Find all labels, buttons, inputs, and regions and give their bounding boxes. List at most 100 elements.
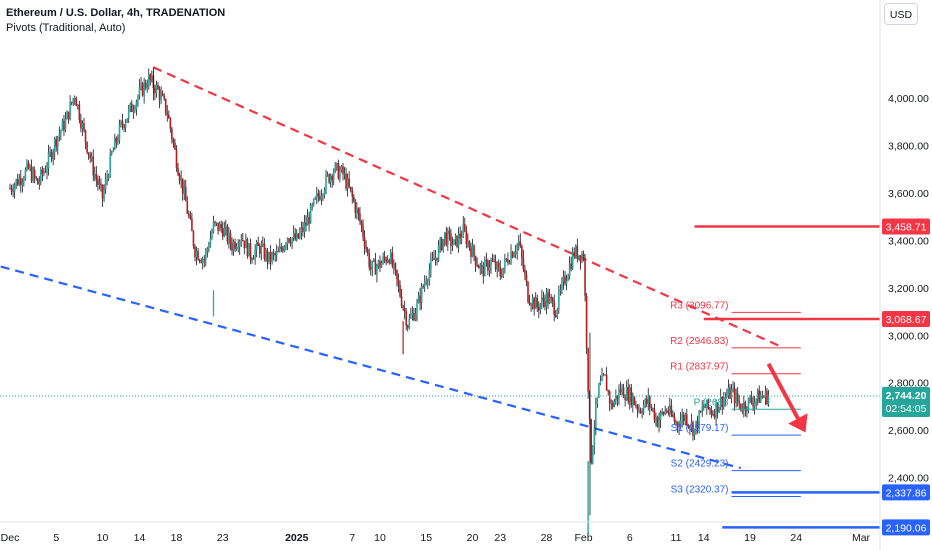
candle-body [667, 410, 670, 413]
candle-body [169, 118, 172, 129]
candle-body [599, 380, 602, 385]
candle-body [499, 267, 502, 276]
candle-body [64, 119, 67, 131]
candle-body [114, 137, 116, 150]
candle-body [231, 243, 233, 251]
candle-body [621, 387, 623, 393]
candle-body [693, 428, 696, 436]
candle-body [382, 256, 384, 263]
candle-body [698, 411, 700, 429]
candle-body [317, 193, 320, 197]
candle-body [13, 185, 16, 193]
candle-body [434, 257, 437, 261]
candle-body [627, 387, 630, 402]
candle-body [425, 281, 428, 283]
x-tick-label: Dec [1, 532, 20, 544]
candle-body [743, 402, 745, 412]
candle-body [471, 245, 474, 257]
candle-body [87, 152, 90, 155]
candle-body [562, 276, 565, 282]
candle-body [141, 83, 144, 96]
candle-body [613, 401, 616, 407]
candle-body [539, 303, 542, 311]
candle-body [581, 253, 583, 262]
support-level-tag [882, 519, 930, 536]
candle-body [21, 181, 24, 185]
candle-body [186, 201, 189, 214]
candle-body [712, 414, 714, 416]
candle-body [107, 176, 110, 178]
candle-body [254, 250, 256, 260]
candle-body [143, 82, 145, 96]
last-price-tag [882, 386, 930, 417]
candle-body [35, 177, 38, 179]
candle-body [399, 284, 401, 297]
candle-body [60, 130, 62, 134]
candle-body [459, 233, 461, 239]
candle-body [445, 232, 448, 245]
x-tick-label: Mar [852, 532, 871, 544]
candle-body [670, 405, 673, 415]
candle-body [181, 178, 184, 194]
candle-body [587, 348, 589, 392]
candle-body [516, 244, 519, 252]
candle-body [252, 259, 255, 261]
candle-body [208, 246, 210, 249]
candle-body [738, 401, 741, 404]
candle-body [167, 114, 170, 119]
candle-body [386, 260, 389, 263]
y-tick-label: 3,600.00 [888, 188, 929, 200]
candle-body [151, 75, 153, 80]
y-tick-label: 4,000.00 [888, 93, 929, 105]
candle-body [280, 246, 283, 249]
candle-body [263, 243, 266, 259]
candle-body [271, 253, 273, 262]
candle-body [408, 318, 411, 328]
candle-body [211, 231, 213, 238]
candle-body [356, 208, 358, 214]
candle-body [322, 194, 324, 196]
x-tick-label: 24 [790, 532, 802, 544]
candle-body [354, 201, 357, 214]
candle-body [710, 409, 713, 415]
pivot-label-p: P (2688 [694, 397, 729, 408]
candle-body [628, 387, 631, 402]
candle-body [519, 241, 522, 247]
indicator-label[interactable]: Pivots (Traditional, Auto) [6, 22, 126, 34]
candle-body [36, 178, 39, 185]
candle-body [149, 74, 152, 80]
candle-body [496, 262, 498, 270]
candle-body [513, 253, 515, 258]
candle-body [428, 270, 431, 281]
candle-body [653, 409, 656, 421]
candle-body [682, 415, 685, 421]
candle-body [756, 390, 759, 399]
candle-body [73, 97, 76, 99]
candle-body [690, 421, 693, 428]
candle-body [508, 262, 511, 264]
candle-body [411, 313, 414, 316]
currency-button[interactable]: USD [884, 3, 918, 25]
candle-body [265, 250, 267, 259]
candle-body [334, 163, 337, 172]
x-tick-label: 28 [541, 532, 553, 544]
candle-body [373, 259, 375, 261]
candle-body [454, 235, 457, 240]
candle-body [394, 263, 397, 270]
candle-body [642, 405, 645, 413]
candle-body [468, 240, 471, 248]
candle-body [440, 238, 443, 250]
x-tick-label: 6 [627, 532, 633, 544]
candle-body [129, 103, 132, 109]
candle-body [12, 190, 14, 193]
candle-body [188, 213, 190, 217]
candle-body [295, 233, 298, 240]
candle-body [430, 259, 432, 271]
candle-body [154, 87, 156, 94]
candle-body [397, 279, 400, 285]
candle-body [245, 239, 247, 249]
candle-body [722, 398, 725, 407]
candle-body [194, 246, 196, 258]
candle-body [126, 118, 128, 123]
